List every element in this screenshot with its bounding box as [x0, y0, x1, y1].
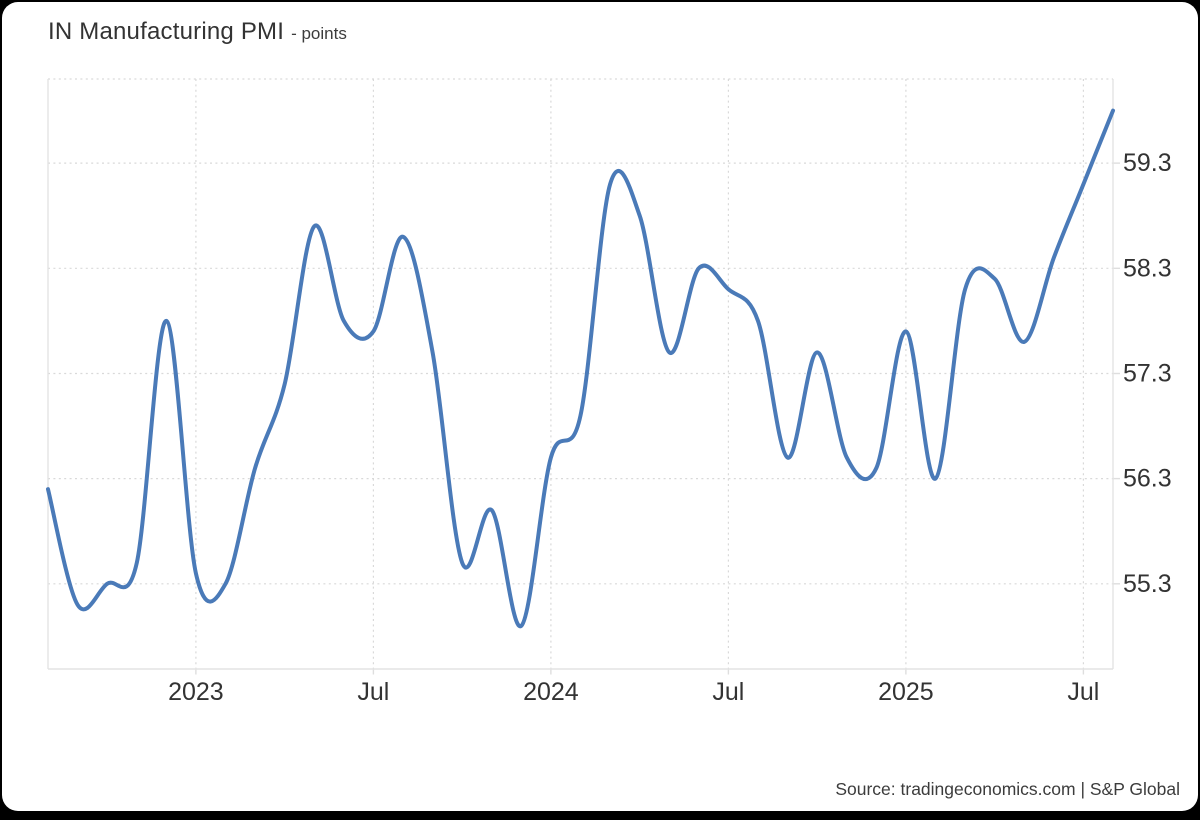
y-axis-label: 59.3: [1123, 149, 1172, 177]
y-axis-label: 57.3: [1123, 360, 1172, 388]
source-credit: Source: tradingeconomics.com | S&P Globa…: [835, 779, 1180, 799]
x-axis-label: 2023: [168, 678, 224, 706]
chart-header: IN Manufacturing PMI - points: [48, 18, 347, 46]
x-axis-label: Jul: [712, 678, 744, 706]
y-axis-label: 55.3: [1123, 570, 1172, 598]
x-axis-label: Jul: [357, 678, 389, 706]
x-axis-label: 2025: [878, 678, 934, 706]
chart-subtitle: - points: [291, 24, 347, 43]
x-axis-label: Jul: [1067, 678, 1099, 706]
pmi-series-line: [46, 108, 1115, 628]
y-axis-label: 56.3: [1123, 465, 1172, 493]
chart-title: IN Manufacturing PMI: [48, 18, 285, 45]
x-axis-label: 2024: [523, 678, 579, 706]
y-axis-label: 58.3: [1123, 254, 1172, 282]
